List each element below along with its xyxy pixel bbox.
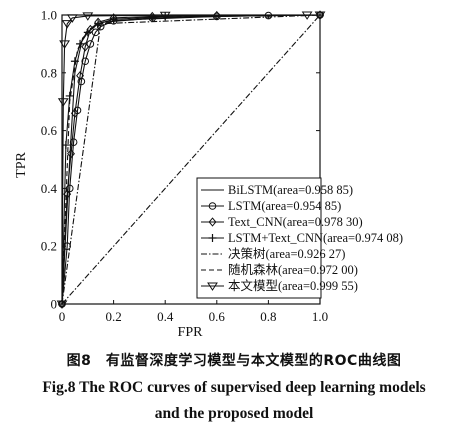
legend-entry-label: 本文模型(area=0.999 55) [228,278,358,293]
data-point-marker [76,71,85,81]
x-axis-label: FPR [178,325,204,340]
legend-entry-label: LSTM+Text_CNN(area=0.974 08) [228,231,403,245]
data-point-marker [314,11,326,20]
y-tick-label: 0.4 [41,181,58,196]
data-point-marker [76,39,85,48]
legend-marker [208,234,217,242]
data-point-marker [65,91,74,100]
data-point-marker [83,28,92,37]
plot-area: 0 0.2 0.4 0.6 0.8 1.0 0 0.2 0.4 0.6 0.8 1.0 [41,8,328,325]
legend-marker [208,202,217,210]
x-tick-label: 0.4 [157,309,174,324]
y-tick-label: 0.6 [41,123,58,138]
legend-marker [208,217,217,227]
data-point-marker [69,138,78,146]
y-tick-label: 0.2 [41,239,57,254]
data-point-marker [301,11,313,20]
x-tick-label: 0.2 [105,309,121,324]
x-tick-label: 1.0 [312,309,328,324]
legend-entry-label: 随机森林(area=0.972 00) [228,262,358,277]
legend-entry-label: 决策树(area=0.926 27) [228,246,345,261]
data-point-marker [70,108,79,118]
x-tick-label: 0 [59,309,66,324]
data-point-marker [81,57,90,66]
data-point-marker [109,15,118,24]
roc-chart: 0 0.2 0.4 0.6 0.8 1.0 0 0.2 0.4 0.6 0.8 1.0 BiLSTM(… [14,8,403,341]
figure-caption-chinese: 图8 有监督深度学习模型与本文模型的ROC曲线图 [66,353,402,369]
figure-caption-english-line1: Fig.8 The ROC curves of supervised deep … [42,379,426,396]
data-point-marker [91,28,100,37]
data-point-marker [86,40,95,48]
y-tick-label: 1.0 [41,8,57,23]
series-line [61,14,321,305]
data-point-marker [82,12,94,21]
series-line [61,14,321,305]
legend-entry-label: Text_CNN(area=0.978 30) [228,215,363,229]
y-axis-label: TPR [14,152,29,178]
legend-marker [207,282,218,291]
x-tick-label: 0.6 [209,309,226,324]
data-point-marker [67,149,75,159]
y-tick-label: 0 [51,297,58,312]
data-point-marker [57,98,69,107]
legend: BiLSTM(area=0.958 85) LSTM(area=0.954 85)… [196,177,403,299]
diagonal-reference-line [61,14,321,305]
series-line [61,14,320,305]
data-point-marker [59,40,70,49]
data-point-marker [61,20,73,29]
data-point-marker [81,42,90,52]
data-point-marker [159,11,171,21]
y-tick-label: 0.8 [41,65,57,80]
legend-entry-label: LSTM(area=0.954 85) [228,199,341,213]
x-tick-label: 0.8 [260,309,276,324]
data-point-marker [66,14,78,23]
data-point-marker [56,300,68,309]
legend-entry-label: BiLSTM(area=0.958 85) [228,183,353,197]
figure-caption-english-line2: and the proposed model [154,405,314,422]
